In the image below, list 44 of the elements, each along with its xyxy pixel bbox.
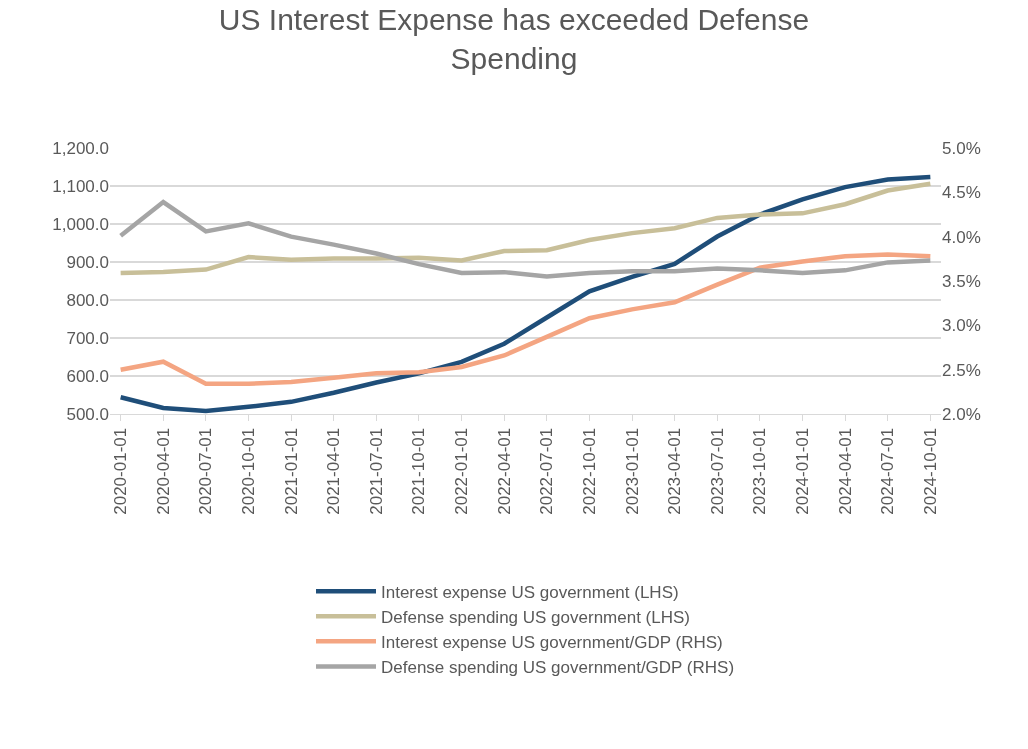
x-tick-label: 2022-04-01: [494, 427, 514, 515]
legend-label: Defense spending US government (LHS): [381, 607, 690, 627]
line-series: [118, 174, 933, 414]
line-series: [118, 199, 933, 279]
x-tick-label: 2022-01-01: [452, 427, 472, 515]
x-tick-label: 2023-10-01: [750, 427, 770, 515]
x-tick-label: 2020-04-01: [153, 427, 173, 515]
x-tick-label: 2022-10-01: [579, 427, 599, 515]
y-tick-label: 600.0: [66, 366, 109, 386]
chart-title: US Interest Expense has exceeded Defense Spending: [218, 2, 810, 75]
x-tick-label: 2024-04-01: [835, 427, 855, 515]
legend-label: Defense spending US government/GDP (RHS): [381, 658, 735, 678]
legend-label: Interest expense US government/GDP (RHS): [381, 632, 723, 652]
y-tick-label: 1,100.0: [52, 176, 109, 196]
y2-tick-label: 4.5%: [942, 183, 981, 203]
line-series: [118, 252, 933, 387]
x-tick-label: 2023-01-01: [622, 427, 642, 515]
line-series: [118, 181, 933, 276]
x-tick-label: 2024-01-01: [793, 427, 813, 515]
legend-label: Interest expense US government (LHS): [381, 582, 679, 602]
x-tick-label: 2023-04-01: [665, 427, 685, 515]
x-tick-label: 2021-04-01: [324, 427, 344, 515]
y2-tick-label: 4.0%: [942, 227, 981, 247]
x-tick-label: 2021-01-01: [281, 427, 301, 515]
x-tick-label: 2021-07-01: [366, 427, 386, 515]
y2-tick-label: 2.0%: [942, 404, 981, 424]
x-tick-label: 2021-10-01: [409, 427, 429, 515]
y-tick-label: 1,200.0: [52, 138, 109, 158]
y-tick-label: 1,000.0: [52, 214, 109, 234]
x-tick-label: 2024-10-01: [920, 427, 940, 515]
y2-tick-label: 2.5%: [942, 360, 981, 380]
x-tick-label: 2024-07-01: [878, 427, 898, 515]
y2-tick-label: 3.5%: [942, 271, 981, 291]
y-tick-label: 800.0: [66, 290, 109, 310]
x-tick-label: 2020-10-01: [239, 427, 259, 515]
y-tick-label: 900.0: [66, 252, 109, 272]
y2-tick-label: 5.0%: [942, 138, 981, 158]
y2-tick-label: 3.0%: [942, 316, 981, 336]
x-tick-label: 2020-01-01: [111, 427, 131, 515]
y-tick-label: 700.0: [66, 328, 109, 348]
y-tick-label: 500.0: [66, 404, 109, 424]
x-tick-label: 2020-07-01: [196, 427, 216, 515]
x-tick-label: 2023-07-01: [707, 427, 727, 515]
x-tick-label: 2022-07-01: [537, 427, 557, 515]
